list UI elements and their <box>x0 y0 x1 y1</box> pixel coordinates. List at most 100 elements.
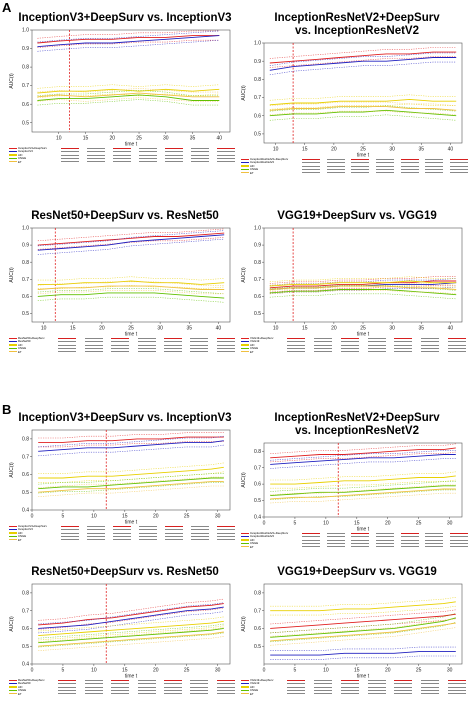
table-cell <box>57 351 83 354</box>
series-line <box>38 477 224 490</box>
legend-row: CNGE <box>240 542 474 545</box>
legend-swatch <box>241 172 249 174</box>
table-cell <box>375 535 400 538</box>
series-ci-line <box>270 471 456 481</box>
table-cell <box>400 165 425 168</box>
series-line <box>270 485 456 497</box>
table-cell <box>164 150 190 153</box>
table-cell <box>313 679 340 682</box>
table-cell <box>138 150 164 153</box>
series-line <box>269 289 457 296</box>
x-tick-label: 15 <box>122 514 128 520</box>
table-cell <box>84 337 110 340</box>
table-cell <box>400 535 425 538</box>
table-cell <box>216 150 242 153</box>
x-tick-label: 5 <box>62 668 65 674</box>
table-cell <box>424 532 449 535</box>
table-cell <box>110 682 136 685</box>
series-line <box>270 488 456 500</box>
x-tick-label: 10 <box>273 147 279 153</box>
table-cell <box>112 161 138 164</box>
legend-label: ET <box>18 692 22 696</box>
series-line <box>38 627 224 644</box>
table-cell <box>447 337 474 340</box>
series-ci-line <box>269 94 457 101</box>
series-ci-line <box>270 492 456 504</box>
table-cell <box>367 351 394 354</box>
legend-row: ET <box>8 693 242 696</box>
legend-label: InceptionV3+DeepSurv <box>18 147 47 150</box>
legend-swatch <box>241 683 249 685</box>
series-ci-line <box>38 616 224 632</box>
table-cell <box>60 161 86 164</box>
y-tick-label: 1.0 <box>254 41 261 47</box>
x-tick-label: 15 <box>302 326 308 332</box>
table-cell <box>447 344 474 347</box>
table-cell <box>313 344 340 347</box>
legend-table: ResNet50+DeepSurv ResNet50 AFI CNGE ET <box>8 337 242 354</box>
table-cell <box>60 147 86 150</box>
y-tick-label: 0.8 <box>22 65 29 71</box>
y-tick-label: 0.4 <box>22 508 29 514</box>
table-cell <box>449 546 474 549</box>
legend-row: AFI <box>240 165 474 168</box>
table-cell <box>400 161 425 164</box>
x-tick-label: 10 <box>323 668 329 674</box>
table-cell <box>163 340 189 343</box>
legend-row: InceptionResNetV2+DeepSurv <box>240 158 474 161</box>
table-cell <box>393 686 420 689</box>
y-tick-label: 1.0 <box>22 226 29 232</box>
legend-row: ResNet50+DeepSurv <box>8 679 242 682</box>
legend-swatch <box>241 536 249 538</box>
table-cell <box>137 679 163 682</box>
table-cell <box>286 693 313 696</box>
chart-panel: ResNet50+DeepSurv vs. ResNet50 0.4 0.5 0.6 0… <box>8 566 242 695</box>
table-cell <box>449 165 474 168</box>
legend-swatch <box>241 344 249 346</box>
table-cell <box>189 344 215 347</box>
plot-frame <box>31 29 231 133</box>
legend-row: CNGE <box>240 168 474 171</box>
series-ci-line <box>269 293 457 300</box>
chart-title: VGG19+DeepSurv vs. VGG19 <box>277 566 437 578</box>
table-cell <box>84 689 110 692</box>
table-cell <box>137 340 163 343</box>
legend-swatch <box>9 161 17 163</box>
table-cell <box>449 172 474 175</box>
table-cell <box>447 682 474 685</box>
x-axis-label: time t <box>357 527 370 533</box>
table-cell <box>60 532 86 535</box>
table-cell <box>164 528 190 531</box>
table-cell <box>340 686 367 689</box>
legend-table: InceptionV3+DeepSurv InceptionV3 AFI CNGE ET <box>8 147 242 164</box>
legend-label: ET <box>250 692 254 696</box>
legend-swatch <box>241 686 249 688</box>
x-axis-label: time t <box>125 332 138 338</box>
table-cell <box>216 686 242 689</box>
table-cell <box>163 693 189 696</box>
y-tick-label: 0.7 <box>254 277 261 283</box>
table-cell <box>340 689 367 692</box>
y-tick-label: 0.6 <box>22 102 29 108</box>
series-ci-line <box>37 296 225 303</box>
table-cell <box>375 532 400 535</box>
table-cell <box>350 161 375 164</box>
table-cell <box>110 679 136 682</box>
legend-table: InceptionResNetV2+DeepSurv InceptionResNe… <box>240 532 474 549</box>
legend-row: AFI <box>240 539 474 542</box>
legend-table: ResNet50+DeepSurv ResNet50 AFI CNGE ET <box>8 679 242 696</box>
x-axis-label: time t <box>125 142 138 148</box>
y-axis-label: AUC(t) <box>9 462 15 478</box>
table-cell <box>138 154 164 157</box>
legend-row: CNGE <box>8 689 242 692</box>
table-cell <box>424 535 449 538</box>
x-tick-label: 30 <box>215 514 221 520</box>
y-axis-label: AUC(t) <box>241 472 247 488</box>
plot-area: 0.4 0.5 0.6 0.7 0.8 0 5 10 15 20 25 30 AUC(t) time t <box>8 426 234 526</box>
table-cell <box>340 337 367 340</box>
chart-svg: 0.5 0.6 0.7 0.8 0.9 1.0 10 15 20 25 30 35 40 AUC(t) ti… <box>9 226 231 338</box>
x-tick-label: 30 <box>157 326 163 332</box>
table-cell <box>216 344 242 347</box>
chart-title: InceptionV3+DeepSurv vs. InceptionV3 <box>18 12 232 24</box>
legend-label: CNGE <box>18 535 27 539</box>
